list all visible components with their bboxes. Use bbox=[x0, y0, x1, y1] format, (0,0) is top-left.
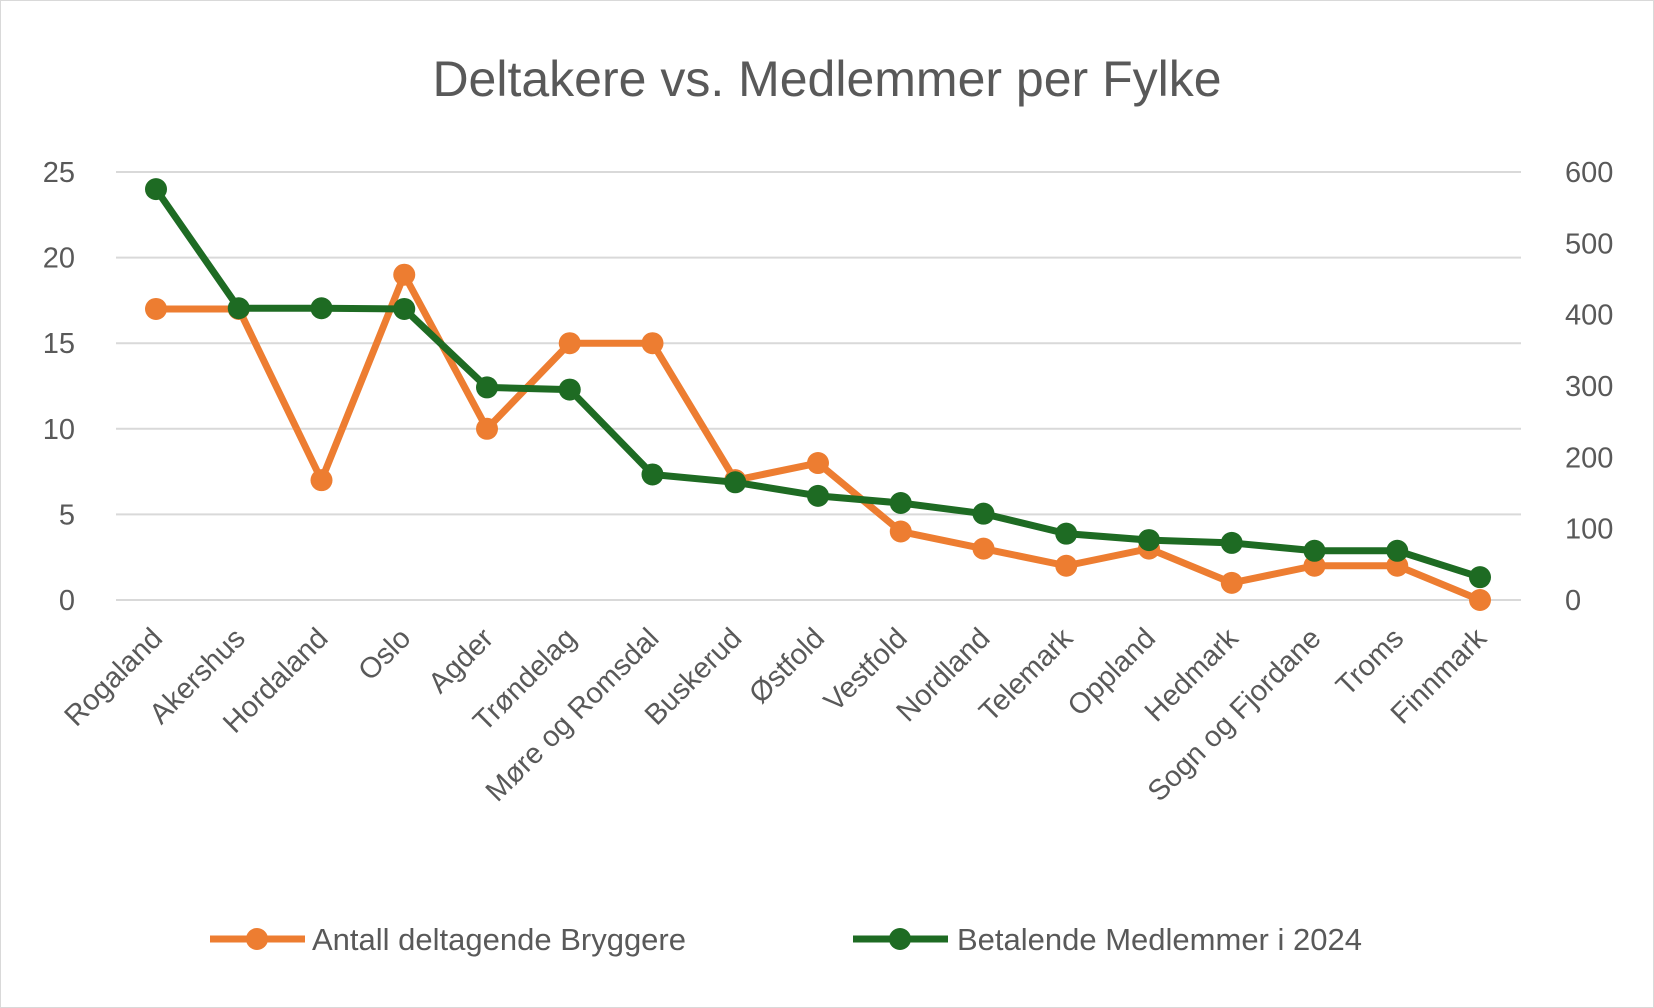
data-point bbox=[724, 471, 747, 494]
left-axis-ticks: 0 5 10 15 20 25 bbox=[43, 157, 75, 617]
data-point bbox=[1055, 522, 1078, 545]
data-point bbox=[807, 484, 829, 507]
data-point bbox=[1220, 571, 1243, 594]
data-point bbox=[641, 463, 664, 486]
left-tick-label: 25 bbox=[43, 157, 75, 189]
left-tick-label: 0 bbox=[59, 585, 75, 617]
legend-marker bbox=[246, 928, 268, 950]
data-point bbox=[310, 469, 333, 492]
data-point bbox=[145, 178, 167, 201]
right-axis-ticks: 0 100 200 300 400 500 600 bbox=[1565, 157, 1613, 617]
right-tick-label: 600 bbox=[1565, 157, 1613, 189]
data-point bbox=[393, 263, 416, 286]
data-point bbox=[227, 297, 250, 320]
data-point bbox=[476, 417, 498, 440]
left-tick-label: 20 bbox=[43, 243, 75, 275]
data-point bbox=[972, 502, 995, 525]
data-point bbox=[1055, 554, 1078, 577]
data-point bbox=[1469, 566, 1491, 589]
right-tick-label: 500 bbox=[1565, 228, 1613, 260]
x-tick-label: Agder bbox=[423, 622, 501, 700]
left-tick-label: 15 bbox=[43, 328, 75, 360]
legend-marker bbox=[889, 928, 911, 950]
gridlines bbox=[116, 171, 1521, 601]
chart-title: Deltakere vs. Medlemmer per Fylke bbox=[432, 51, 1221, 107]
data-point bbox=[558, 332, 581, 355]
data-point bbox=[641, 332, 664, 355]
data-point bbox=[1220, 531, 1243, 554]
right-tick-label: 200 bbox=[1565, 442, 1613, 474]
data-point bbox=[393, 297, 416, 320]
series bbox=[145, 178, 1491, 611]
right-tick-label: 0 bbox=[1565, 585, 1581, 617]
data-point bbox=[1386, 539, 1409, 562]
left-tick-label: 10 bbox=[43, 414, 75, 446]
data-point bbox=[889, 520, 912, 543]
series-line-1 bbox=[153, 187, 1482, 581]
data-point bbox=[807, 452, 829, 475]
data-point bbox=[310, 297, 333, 320]
legend-label: Antall deltagende Bryggere bbox=[312, 922, 686, 957]
right-tick-label: 100 bbox=[1565, 514, 1613, 546]
x-tick-label: Troms bbox=[1330, 622, 1410, 702]
data-point bbox=[1138, 529, 1160, 552]
legend: Antall deltagende Bryggere Betalende Medl… bbox=[210, 922, 1362, 957]
right-tick-label: 400 bbox=[1565, 300, 1613, 332]
data-point bbox=[972, 537, 995, 560]
left-tick-label: 5 bbox=[59, 499, 75, 531]
legend-label: Betalende Medlemmer i 2024 bbox=[957, 922, 1362, 957]
series-line-0 bbox=[156, 271, 1482, 604]
data-point bbox=[558, 378, 581, 401]
right-tick-label: 300 bbox=[1565, 371, 1613, 403]
x-tick-label: Oslo bbox=[352, 622, 417, 687]
data-point bbox=[476, 376, 498, 399]
x-tick-label: Østfold bbox=[743, 622, 831, 710]
data-point bbox=[1303, 539, 1326, 562]
data-point bbox=[145, 297, 167, 320]
data-point bbox=[889, 491, 912, 514]
data-point bbox=[1469, 589, 1491, 611]
